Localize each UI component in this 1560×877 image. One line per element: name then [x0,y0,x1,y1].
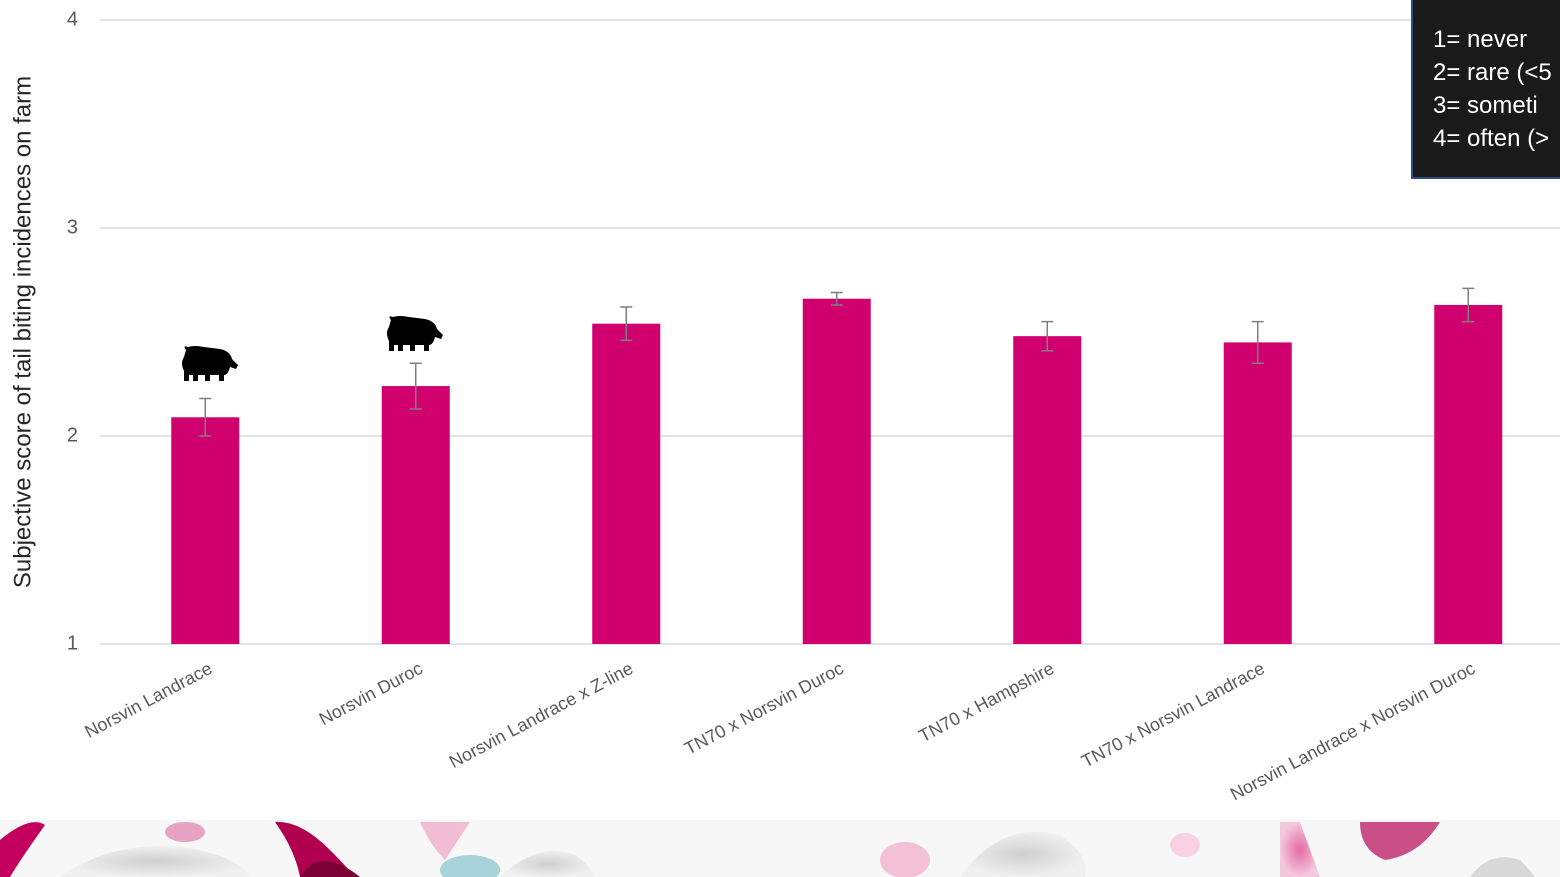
bar [1013,336,1082,644]
plot-area: 1 2 3 4 Norsvin Landrace Norsvin Duroc Norsvin… [67,8,1560,804]
error-bar [1041,320,1054,352]
error-bar [409,362,422,410]
note-line: 3= someti [1433,92,1538,119]
x-tick-label: Norsvin Landrace x Norsvin Duroc [1227,658,1478,804]
error-bar [620,306,633,342]
y-axis-label: Subjective score of tail biting incidenc… [9,76,36,588]
pig-icon [387,316,443,351]
bar [592,323,661,644]
bar [802,298,871,644]
y-tick-label: 4 [67,8,78,30]
bar [1223,342,1292,644]
error-bar [1462,287,1475,323]
bar [1434,304,1503,644]
background-decoration [0,820,1560,877]
y-tick-label: 3 [67,216,78,238]
bar [171,417,240,644]
x-tick-label: Norsvin Landrace [81,658,215,742]
error-bar [199,397,212,437]
error-bar [1251,320,1264,364]
error-bar [830,291,843,306]
scale-note: 1= never 2= rare (<5 3= someti 4= often … [1411,0,1560,179]
x-tick-label: TN70 x Norsvin Duroc [681,658,847,759]
note-line: 4= often (> [1433,125,1549,152]
note-line: 2= rare (<5 [1433,59,1552,86]
x-tick-label: Norsvin Landrace x Z-line [446,658,636,772]
bar [381,386,450,644]
x-tick-label: Norsvin Duroc [316,658,426,729]
y-tick-label: 1 [67,632,78,654]
x-tick-label: TN70 x Hampshire [915,658,1057,746]
x-tick-label: TN70 x Norsvin Landrace [1078,658,1268,771]
note-line: 1= never [1433,26,1527,53]
y-tick-label: 2 [67,424,78,446]
note-box [1411,0,1560,179]
pig-icon [182,346,238,381]
